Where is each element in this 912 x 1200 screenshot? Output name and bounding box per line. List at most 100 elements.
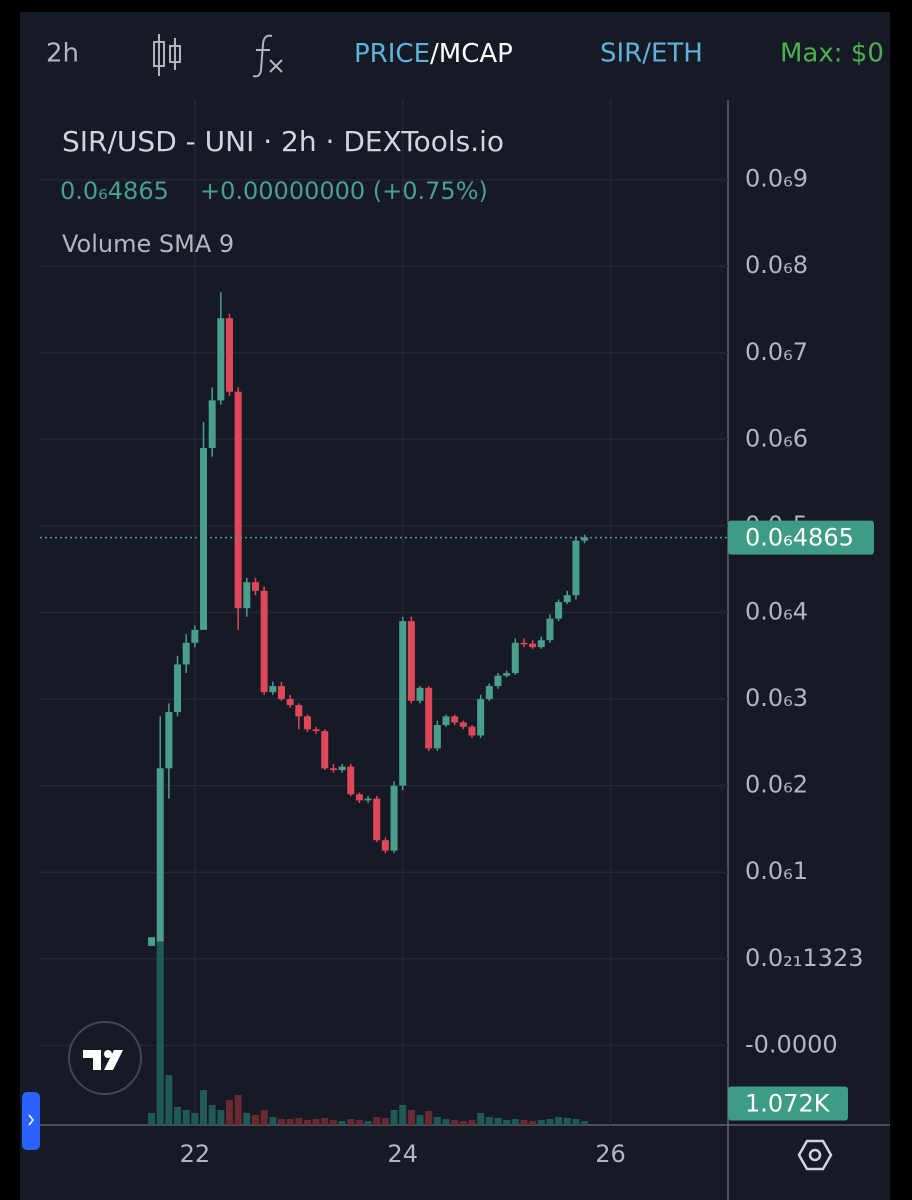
volume-bar [260, 1110, 268, 1125]
volume-bar [390, 1110, 398, 1125]
candle-body [321, 731, 329, 769]
candle-body [537, 640, 545, 648]
y-tick-label: 0.0₆7 [745, 338, 808, 366]
volume-bar [234, 1095, 242, 1125]
candle-body [312, 729, 320, 732]
volume-bar [251, 1115, 259, 1125]
candle-body [243, 582, 251, 609]
volume-bar [295, 1118, 303, 1125]
candle-body [477, 699, 485, 736]
candle-body [148, 937, 156, 946]
volume-bar [503, 1120, 511, 1125]
axis-labels: 0.0₆90.0₆80.0₆70.0₆60.0₆50.0₆40.0₆30.0₆2… [180, 165, 864, 1168]
y-tick-label: 0.0₆1 [745, 857, 808, 885]
last-price-badge [728, 520, 874, 555]
candle-body [208, 400, 216, 449]
volume-bar [364, 1121, 372, 1125]
volume-bar [156, 940, 164, 1125]
candle-body [260, 590, 268, 693]
volume-bar [381, 1118, 389, 1125]
volume-bar [200, 1090, 208, 1125]
candle-body [572, 540, 580, 596]
toolbar: 2h PRICE/MCAP SIR/ETH Max: $0 [46, 34, 884, 78]
candle-body [174, 664, 182, 713]
y-tick-label: 0.0₆3 [745, 684, 808, 712]
candle-body [303, 716, 311, 730]
chart-background [20, 12, 890, 1200]
volume-bar [174, 1107, 182, 1125]
x-tick-label: 24 [387, 1140, 418, 1168]
interval-button[interactable]: 2h [46, 39, 79, 69]
candle-body [156, 768, 164, 942]
candle-body [200, 448, 208, 630]
candle-body [225, 318, 233, 392]
x-tick-label: 26 [595, 1140, 626, 1168]
candle-body [191, 629, 199, 643]
candle-body [373, 798, 381, 841]
volume-bar [416, 1115, 424, 1125]
last-price-label: 0.0₆4865 [745, 524, 854, 552]
candle-body [217, 318, 225, 401]
legend-indicator: Volume SMA 9 [62, 230, 234, 258]
volume-bar [286, 1119, 294, 1125]
candle-body [494, 675, 502, 687]
candle-body [555, 602, 563, 619]
y-tick-label: 0.0₆2 [745, 771, 808, 799]
candle-body [251, 582, 259, 591]
candle-type-button[interactable] [153, 34, 181, 76]
candle-body [546, 618, 554, 641]
volume-sma-label: 1.072K [745, 1090, 831, 1118]
candle-body [355, 794, 363, 801]
volume-bar [537, 1120, 545, 1125]
candle-body [165, 712, 173, 769]
volume-bar [451, 1120, 459, 1125]
volume-bar [563, 1118, 571, 1125]
volume-bar [303, 1120, 311, 1125]
pair-toggle[interactable]: SIR/ETH [600, 39, 703, 69]
volume-bar [399, 1105, 407, 1125]
candle-body [364, 798, 372, 801]
volume-bar [182, 1110, 190, 1125]
settings-button[interactable] [797, 1139, 833, 1171]
volume-bar [329, 1120, 337, 1125]
candle-body [459, 722, 467, 727]
candle-body [520, 642, 528, 645]
side-panel-toggle[interactable] [22, 1092, 40, 1150]
volume-bar [529, 1121, 537, 1125]
plot [40, 100, 728, 1125]
candle-body [433, 725, 441, 749]
volume-bar [407, 1110, 415, 1125]
volume-bar [217, 1110, 225, 1125]
candle-body [485, 686, 493, 700]
candle-body [329, 768, 337, 771]
candle-body [511, 642, 519, 674]
volume-bar [520, 1120, 528, 1125]
candle-body [381, 840, 389, 851]
volume-bar [277, 1119, 285, 1125]
volume-bar [485, 1117, 493, 1125]
volume-bar [355, 1120, 363, 1125]
tradingview-logo[interactable] [68, 1021, 142, 1095]
candle-body [234, 391, 242, 609]
volume-bar [433, 1117, 441, 1125]
volume-bar [347, 1119, 355, 1125]
candle-body [347, 766, 355, 795]
volume-bar [338, 1121, 346, 1125]
x-tick-label: 22 [180, 1140, 211, 1168]
price-mcap-toggle[interactable]: PRICE/MCAP [354, 39, 513, 69]
indicators-button[interactable] [252, 34, 283, 78]
volume-bar [165, 1075, 173, 1125]
volume-bar [425, 1111, 433, 1125]
y-tick-label: 0.0₆9 [745, 165, 808, 193]
candle-body [295, 705, 303, 717]
y-tick-label: 0.0₂₁1323 [745, 944, 864, 972]
candle-body [277, 686, 285, 700]
candle-body [451, 716, 459, 723]
max-button[interactable]: Max: $0 [780, 39, 884, 69]
volume-bar [191, 1113, 199, 1125]
candle-body [563, 595, 571, 603]
volume-bar [477, 1113, 485, 1125]
candle-body [399, 621, 407, 786]
volume-sma-badge [728, 1086, 848, 1121]
